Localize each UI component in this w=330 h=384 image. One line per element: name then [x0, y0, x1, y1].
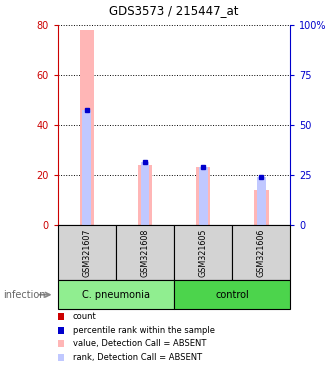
- Bar: [141, 162, 149, 225]
- Bar: [257, 177, 266, 225]
- Text: rank, Detection Call = ABSENT: rank, Detection Call = ABSENT: [73, 353, 202, 362]
- Bar: [254, 190, 269, 225]
- Text: GSM321605: GSM321605: [199, 228, 208, 277]
- Text: GSM321607: GSM321607: [82, 228, 91, 277]
- Bar: [80, 30, 94, 225]
- Bar: [116, 225, 174, 280]
- Bar: [174, 225, 232, 280]
- Text: GSM321608: GSM321608: [141, 228, 149, 276]
- Bar: [232, 225, 290, 280]
- Text: percentile rank within the sample: percentile rank within the sample: [73, 326, 214, 335]
- Bar: [196, 167, 211, 225]
- Text: GDS3573 / 215447_at: GDS3573 / 215447_at: [109, 4, 239, 17]
- Text: control: control: [215, 290, 249, 300]
- Bar: [199, 167, 208, 225]
- Bar: [174, 280, 290, 309]
- Bar: [138, 165, 152, 225]
- Bar: [82, 110, 91, 225]
- Text: value, Detection Call = ABSENT: value, Detection Call = ABSENT: [73, 339, 206, 348]
- Text: GSM321606: GSM321606: [257, 228, 266, 276]
- Text: count: count: [73, 312, 96, 321]
- Text: infection: infection: [3, 290, 46, 300]
- Bar: [58, 225, 116, 280]
- Text: C. pneumonia: C. pneumonia: [82, 290, 150, 300]
- Bar: [58, 280, 174, 309]
